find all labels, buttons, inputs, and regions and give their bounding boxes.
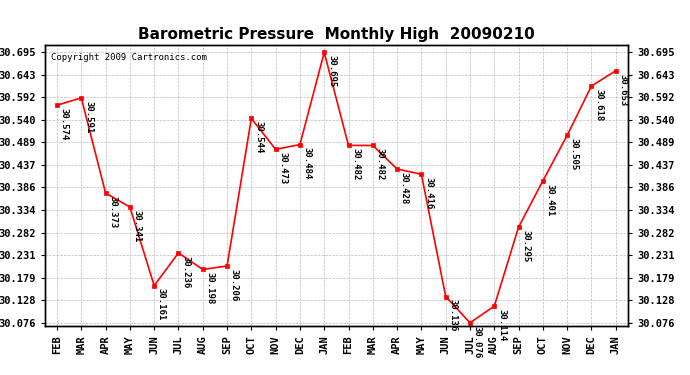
Text: 30.076: 30.076	[473, 326, 482, 358]
Text: Copyright 2009 Cartronics.com: Copyright 2009 Cartronics.com	[50, 54, 206, 62]
Text: 30.574: 30.574	[60, 108, 69, 140]
Text: 30.136: 30.136	[448, 299, 457, 332]
Text: 30.161: 30.161	[157, 288, 166, 321]
Text: 30.482: 30.482	[351, 148, 360, 180]
Text: 30.236: 30.236	[181, 256, 190, 288]
Title: Barometric Pressure  Monthly High  20090210: Barometric Pressure Monthly High 2009021…	[138, 27, 535, 42]
Text: 30.373: 30.373	[108, 196, 117, 228]
Text: 30.206: 30.206	[230, 269, 239, 301]
Text: 30.653: 30.653	[618, 74, 627, 106]
Text: 30.544: 30.544	[254, 121, 263, 153]
Text: 30.341: 30.341	[132, 210, 141, 242]
Text: 30.428: 30.428	[400, 172, 409, 204]
Text: 30.114: 30.114	[497, 309, 506, 341]
Text: 30.401: 30.401	[546, 184, 555, 216]
Text: 30.416: 30.416	[424, 177, 433, 209]
Text: 30.618: 30.618	[594, 89, 603, 121]
Text: 30.505: 30.505	[570, 138, 579, 170]
Text: 30.591: 30.591	[84, 100, 93, 133]
Text: 30.484: 30.484	[303, 147, 312, 180]
Text: 30.482: 30.482	[375, 148, 384, 180]
Text: 30.295: 30.295	[522, 230, 531, 262]
Text: 30.695: 30.695	[327, 55, 336, 87]
Text: 30.473: 30.473	[279, 152, 288, 184]
Text: 30.198: 30.198	[206, 272, 215, 304]
